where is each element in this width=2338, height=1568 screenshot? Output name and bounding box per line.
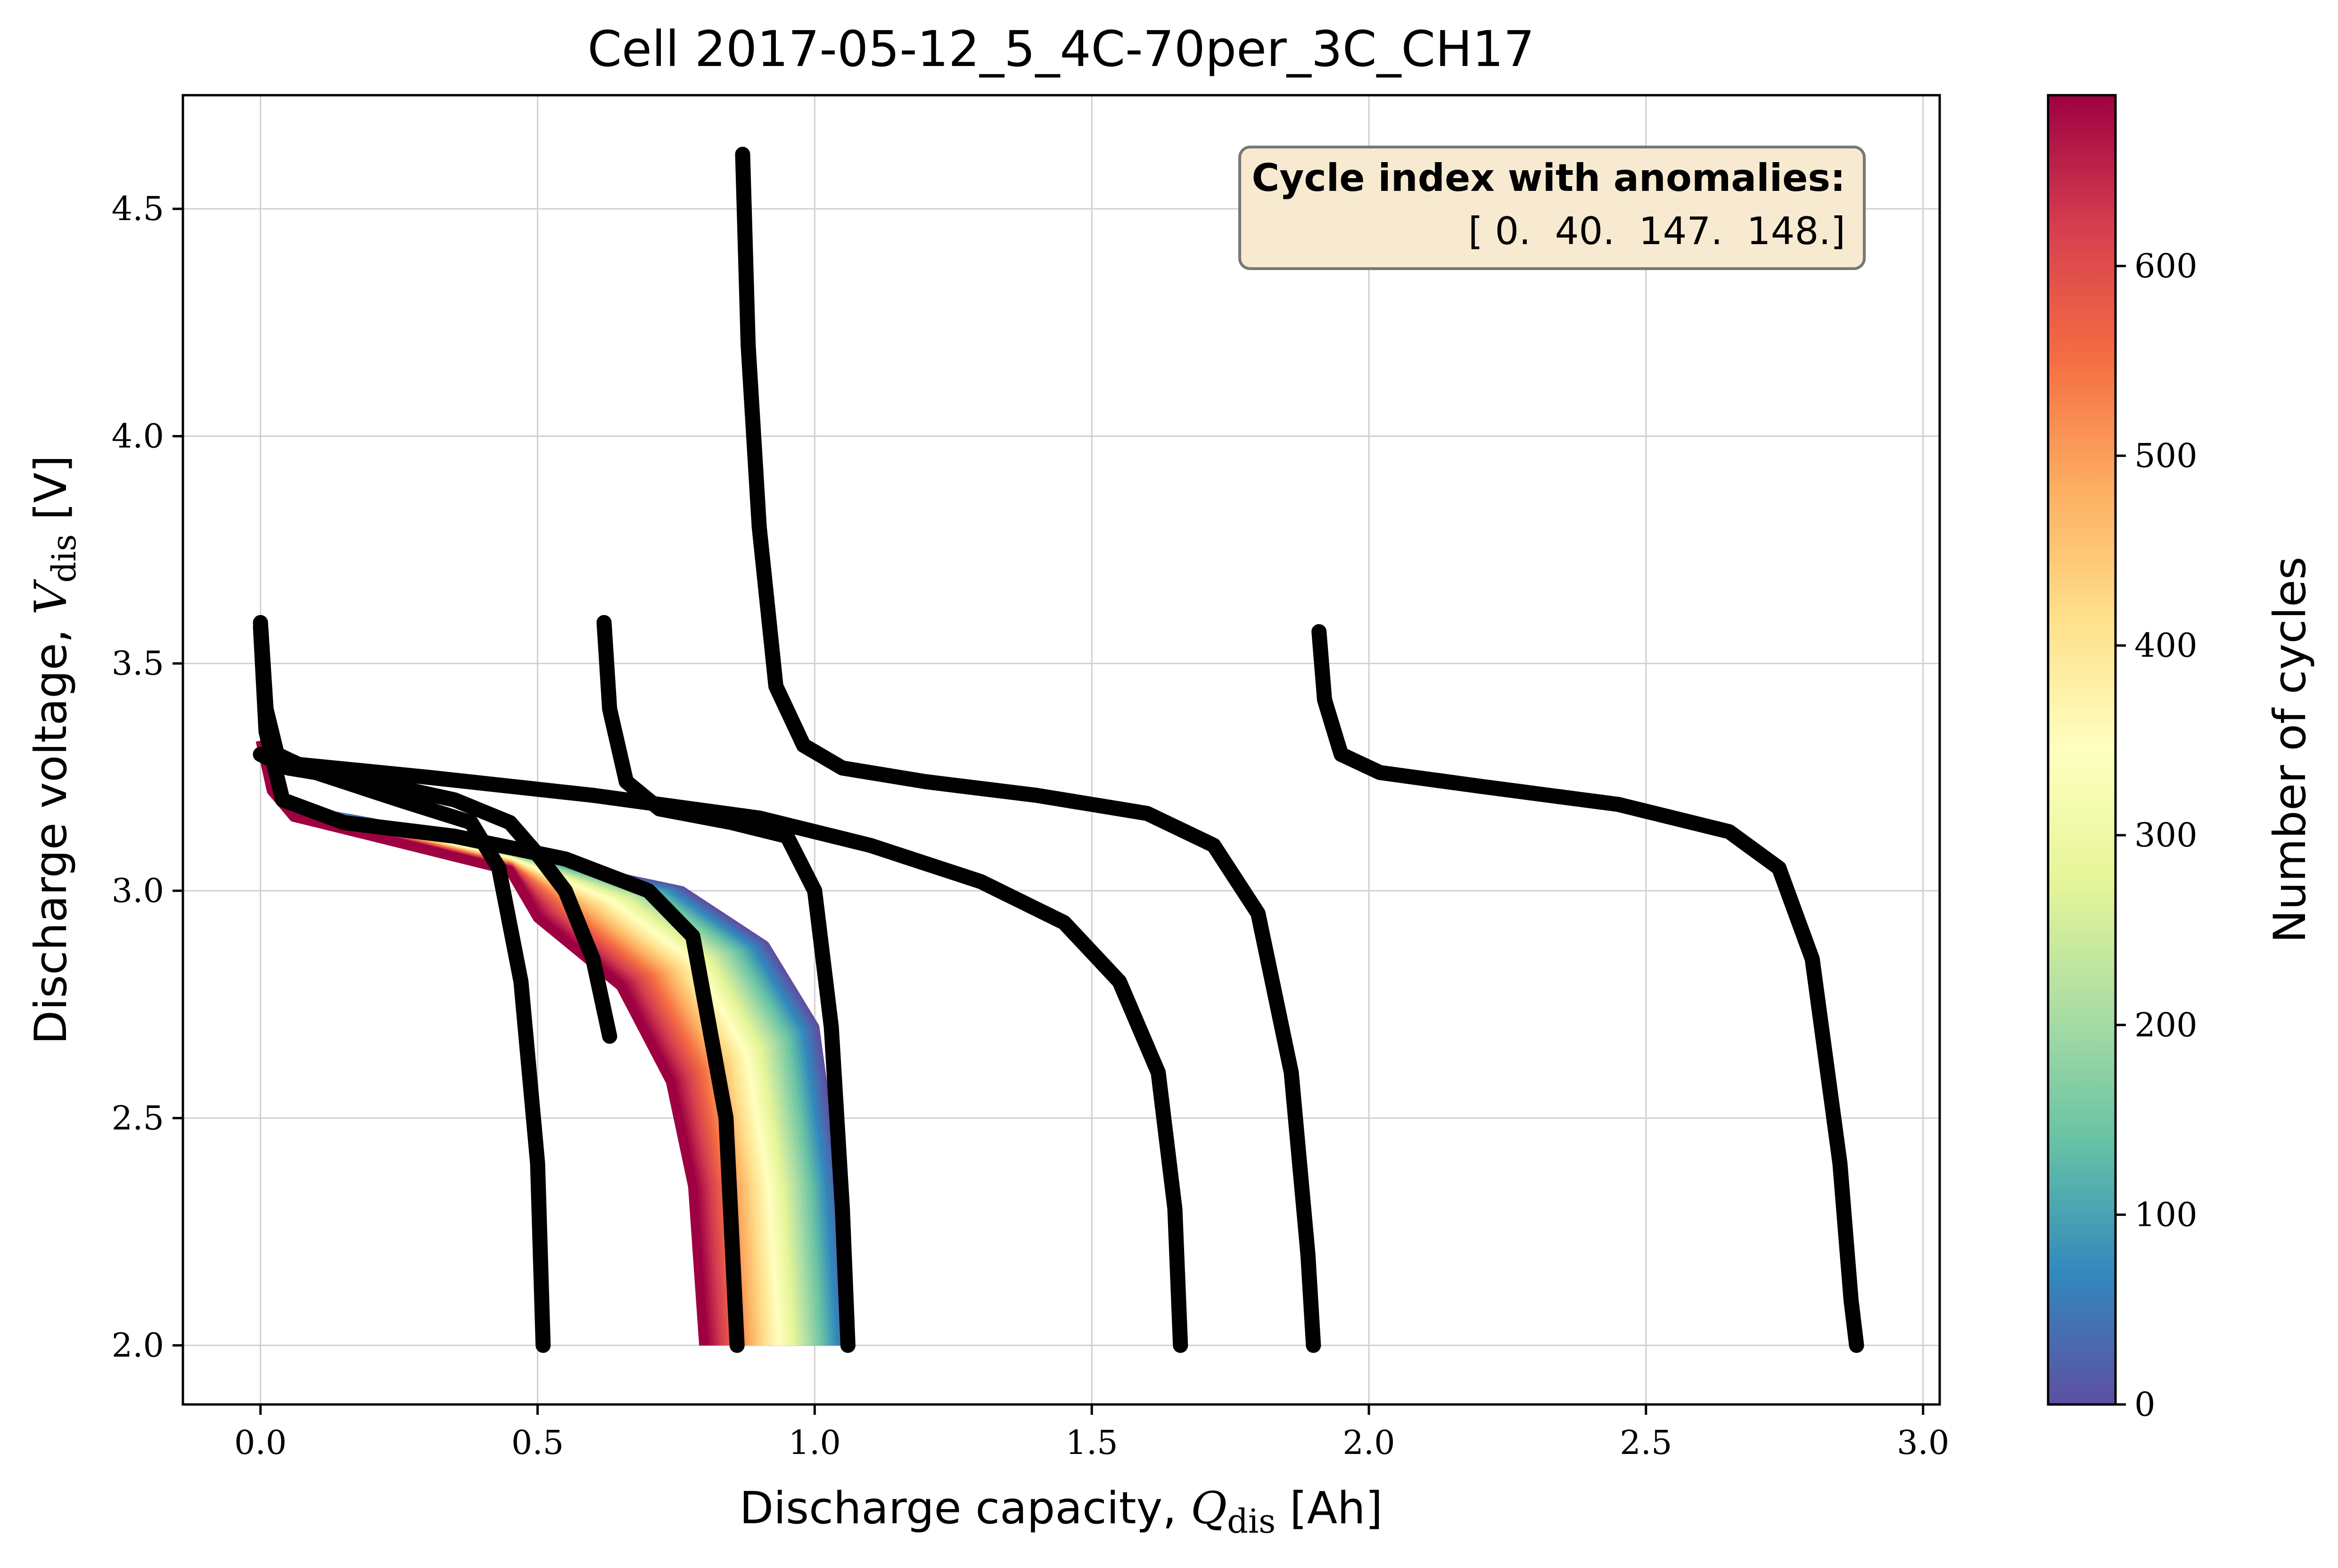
x-axis-label-symbol: Q <box>1191 1483 1227 1534</box>
colorbar: 0 100 200 300 400 500 600 Number of cycles <box>2047 94 2316 1424</box>
y-tick-label: 3.0 <box>112 871 164 910</box>
colorbar-tick-label: 300 <box>2134 816 2198 854</box>
x-axis-label-subscript: dis <box>1227 1502 1276 1541</box>
y-axis-label-main: Discharge voltage, <box>25 615 77 1044</box>
colorbar-tick-label: 200 <box>2134 1006 2198 1044</box>
colorbar-tick-label: 400 <box>2134 626 2198 665</box>
colorbar-label: Number of cycles <box>2264 557 2316 943</box>
colorbar-tick-label: 100 <box>2134 1195 2198 1234</box>
colorbar-ticks: 0 100 200 300 400 500 600 <box>2116 246 2198 1424</box>
x-axis-label-unit: [Ah] <box>1276 1483 1383 1534</box>
y-axis-label-subscript: dis <box>45 534 83 583</box>
x-axis-ticks: 0.0 0.5 1.0 1.5 2.0 2.5 3.0 <box>234 1404 1949 1462</box>
x-axis-label-main: Discharge capacity, <box>740 1483 1191 1534</box>
y-axis-label-symbol: V <box>25 579 77 615</box>
colorbar-tick-label: 500 <box>2134 436 2198 475</box>
x-tick-label: 0.0 <box>234 1423 287 1462</box>
x-tick-label: 2.5 <box>1620 1423 1672 1462</box>
annotation-box <box>1238 146 1866 270</box>
anomaly-annotation: Cycle index with anomalies: [ 0. 40. 147… <box>1238 146 1866 270</box>
chart-title: Cell 2017-05-12_5_4C-70per_3C_CH17 <box>587 20 1534 78</box>
anomaly-cycle-curve <box>735 147 1321 1353</box>
annotation-title: Cycle index with anomalies: <box>1252 156 1846 200</box>
colorbar-tick-label: 0 <box>2134 1385 2156 1424</box>
x-tick-label: 2.0 <box>1342 1423 1395 1462</box>
y-axis-label-unit: [V] <box>25 455 77 534</box>
y-tick-label: 4.0 <box>112 417 164 455</box>
y-axis-ticks: 2.0 2.5 3.0 3.5 4.0 4.5 <box>112 189 183 1365</box>
x-tick-label: 3.0 <box>1897 1423 1949 1462</box>
plot-frame <box>181 94 1941 1406</box>
colorbar-tick-label: 600 <box>2134 246 2198 285</box>
anomaly-cycle-curve <box>253 747 1188 1353</box>
x-tick-label: 0.5 <box>511 1423 564 1462</box>
plot-background <box>183 95 1940 1404</box>
annotation-value: [ 0. 40. 147. 148.] <box>1468 209 1845 253</box>
y-tick-label: 2.0 <box>112 1326 164 1365</box>
y-tick-label: 4.5 <box>112 189 164 228</box>
x-tick-label: 1.0 <box>789 1423 841 1462</box>
x-tick-label: 1.5 <box>1066 1423 1118 1462</box>
colorbar-gradient <box>2047 94 2117 1406</box>
y-axis-label: Discharge voltage, Vdis [V] <box>25 455 83 1044</box>
anomaly-cycle-curve <box>596 615 856 1353</box>
y-tick-label: 3.5 <box>112 644 164 683</box>
plot-area: 0.0 0.5 1.0 1.5 2.0 2.5 3.0 2.0 2.5 3.0 3.5 4.0 4.5 <box>112 94 1949 1462</box>
anomaly-cycles <box>253 147 1864 1353</box>
y-tick-label: 2.5 <box>112 1099 164 1137</box>
x-axis-label: Discharge capacity, Qdis [Ah] <box>740 1483 1383 1541</box>
anomaly-cycle-curve <box>1311 624 1864 1353</box>
